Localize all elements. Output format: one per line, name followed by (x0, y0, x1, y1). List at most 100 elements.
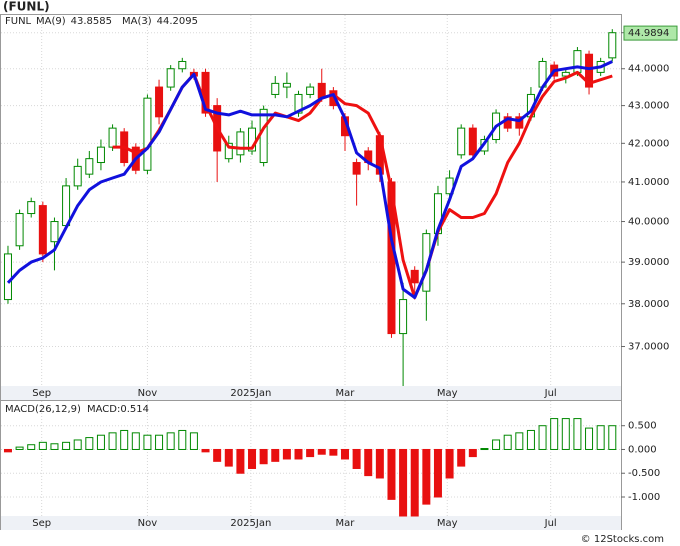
candle-body (85, 158, 94, 175)
candle-body (271, 82, 280, 95)
macd-bar (224, 448, 233, 467)
macd-bar (50, 443, 59, 450)
x-axis-strip (1, 386, 621, 400)
macd-bar (480, 448, 489, 451)
macd-bar (387, 448, 396, 500)
legend-name: MA(3) (122, 16, 152, 27)
ma-line (6, 60, 613, 299)
macd-bar (143, 434, 152, 450)
candle-body (27, 201, 36, 215)
y-tick-label: 42.0000 (628, 138, 669, 149)
macd-bar (410, 448, 419, 517)
candle-body (3, 253, 12, 301)
candle-body (155, 86, 164, 118)
candle-body (282, 82, 291, 88)
candle-body (608, 32, 617, 59)
macd-bar (120, 429, 129, 450)
candle-body (410, 269, 419, 284)
candle-body (294, 93, 303, 114)
candle-body (468, 127, 477, 156)
macd-bar (550, 418, 559, 450)
x-tick-label: 2025Jan (230, 388, 271, 399)
y-tick-label: -1.000 (628, 492, 660, 503)
macd-bar (3, 448, 12, 453)
candle-body (166, 68, 175, 88)
y-tick-label: 37.0000 (628, 342, 669, 353)
macd-bar (515, 432, 524, 450)
macd-bar (608, 425, 617, 450)
y-tick-label: -0.500 (628, 468, 660, 479)
macd-bar (236, 448, 245, 474)
x-tick-label: Mar (336, 518, 356, 529)
macd-bar (317, 448, 326, 455)
macd-bar (213, 448, 222, 462)
macd-label: MACD(26,12,9) (5, 404, 81, 415)
y-tick-label: 44.0000 (628, 64, 669, 75)
source: © 12Stocks.com (581, 534, 664, 545)
macd-bar (282, 448, 291, 460)
last-price-label: 44.9894 (628, 28, 669, 39)
legend-name: MA(9) (36, 16, 66, 27)
candle-body (585, 53, 594, 88)
macd-bar (85, 437, 94, 450)
candle-body (96, 146, 105, 164)
candle-body (515, 116, 524, 129)
x-tick-label: Nov (138, 388, 158, 399)
macd-bar (166, 432, 175, 450)
x-tick-label: Nov (138, 518, 158, 529)
x-tick-label: Mar (336, 388, 356, 399)
macd-bar (108, 432, 117, 450)
chart-title: (FUNL) (3, 0, 50, 14)
legend-value: 44.2095 (157, 16, 198, 27)
macd-bar (329, 448, 338, 456)
macd-bar (445, 448, 454, 479)
legend-symbol: FUNL (5, 16, 32, 27)
macd-bar (189, 432, 198, 450)
macd-bar (596, 425, 605, 450)
macd-bar (457, 448, 466, 467)
x-tick-label: Sep (32, 388, 51, 399)
macd-bar (352, 448, 361, 469)
macd-bar (271, 448, 280, 462)
macd-bar (62, 441, 71, 450)
y-tick-label: 38.0000 (628, 299, 669, 310)
macd-bar (364, 448, 373, 477)
candle-body (50, 221, 59, 243)
x-tick-label: May (437, 518, 458, 529)
macd-bar (38, 441, 47, 450)
macd-bar (96, 434, 105, 450)
candle-body (399, 299, 408, 335)
y-tick-label: 0.000 (628, 444, 657, 455)
y-tick-label: 43.0000 (628, 101, 669, 112)
candle-body (573, 50, 582, 73)
candle-body (306, 86, 315, 95)
legend-value: 43.8585 (71, 16, 112, 27)
x-tick-label: Sep (32, 518, 51, 529)
macd-bar (178, 429, 187, 450)
candle-body (561, 71, 570, 77)
macd-bar (155, 434, 164, 450)
y-tick-label: 39.0000 (628, 257, 669, 268)
y-tick-label: 0.500 (628, 421, 657, 432)
candle-body (457, 127, 466, 156)
macd-bar (27, 444, 36, 450)
x-axis-strip (1, 516, 621, 530)
macd-bar (131, 432, 140, 450)
candle-body (236, 131, 245, 156)
macd-bar (526, 429, 535, 450)
y-tick-label: 40.0000 (628, 217, 669, 228)
candle-body (38, 205, 47, 255)
candle-body (259, 108, 268, 164)
candle-body (62, 185, 71, 227)
macd-bar (73, 439, 82, 450)
macd-bar (433, 448, 442, 498)
macd-bar (561, 418, 570, 450)
macd-bar (201, 448, 210, 453)
x-tick-label: 2025Jan (230, 518, 271, 529)
macd-bar (538, 425, 547, 450)
x-tick-label: Jul (544, 518, 557, 529)
x-tick-label: Jul (544, 388, 557, 399)
candle-body (224, 142, 233, 160)
macd-bar (399, 448, 408, 517)
